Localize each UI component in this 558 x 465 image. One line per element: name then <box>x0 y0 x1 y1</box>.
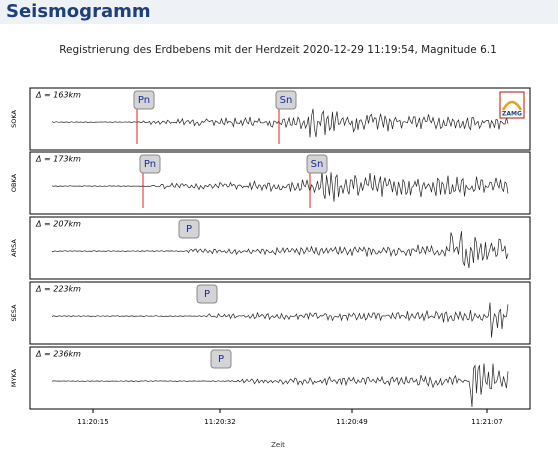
logo-arc <box>501 100 523 111</box>
waveform <box>51 170 509 202</box>
phase-label: Sn <box>311 159 324 170</box>
phase-label-box <box>210 349 232 369</box>
chart-title: Registrierung des Erdbebens mit der Herd… <box>59 44 497 56</box>
x-tick-label: 11:20:49 <box>336 418 367 426</box>
phase-label-box <box>306 154 328 174</box>
phase-label: P <box>218 354 224 365</box>
x-tick-label: 11:20:15 <box>77 418 108 426</box>
x-tick-label: 11:20:32 <box>204 418 235 426</box>
logo-text: ZAMG <box>502 111 522 118</box>
phase-label: Pn <box>138 95 150 106</box>
station-label: SESA <box>10 304 18 321</box>
phase-label: Pn <box>144 159 156 170</box>
x-axis-label: Zeit <box>271 441 285 449</box>
phase-label: P <box>204 289 210 300</box>
phase-label-box <box>196 284 218 304</box>
distance-label: Δ = 236km <box>35 350 81 359</box>
phase-label-box <box>133 90 155 110</box>
waveform <box>51 231 509 269</box>
phase-label: P <box>186 224 192 235</box>
waveform <box>51 302 509 338</box>
station-label: ARSA <box>10 239 18 257</box>
logo-box <box>499 91 525 119</box>
phase-label-box <box>178 219 200 239</box>
station-label: SOKA <box>10 110 18 128</box>
waveform <box>51 108 509 138</box>
header: Seismogramm <box>0 0 558 24</box>
chart: Registrierung des Erdbebens mit der Herd… <box>10 44 531 449</box>
waveform <box>51 363 509 408</box>
distance-label: Δ = 173km <box>35 155 81 164</box>
station-label: MYKA <box>10 368 18 387</box>
distance-label: Δ = 223km <box>35 285 81 294</box>
x-tick-label: 11:21:07 <box>471 418 502 426</box>
panel-frame <box>29 151 531 215</box>
panel-frame <box>29 281 531 345</box>
header-title: Seismogramm <box>6 1 151 22</box>
phase-label: Sn <box>280 95 293 106</box>
station-label: OBKA <box>10 173 18 192</box>
panel-frame <box>29 216 531 280</box>
distance-label: Δ = 207km <box>35 220 81 229</box>
panel-frame <box>29 87 531 151</box>
panel-frame <box>29 346 531 410</box>
phase-label-box <box>275 90 297 110</box>
phase-label-box <box>139 154 161 174</box>
distance-label: Δ = 163km <box>35 91 81 100</box>
